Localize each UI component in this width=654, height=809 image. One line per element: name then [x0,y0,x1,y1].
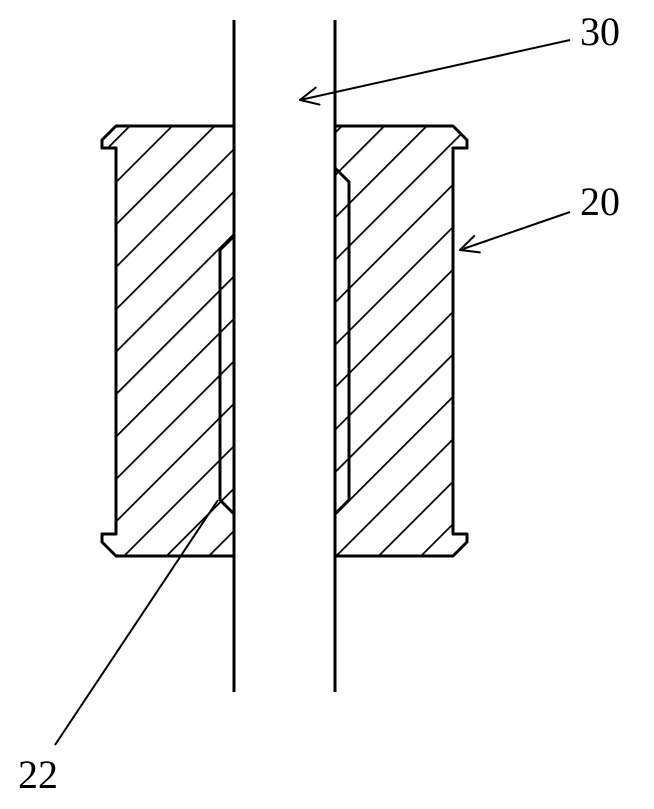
label-30: 30 [580,9,620,54]
technical-drawing: 30 20 22 [0,0,654,809]
label-20: 20 [580,179,620,224]
label-22: 22 [18,752,58,797]
